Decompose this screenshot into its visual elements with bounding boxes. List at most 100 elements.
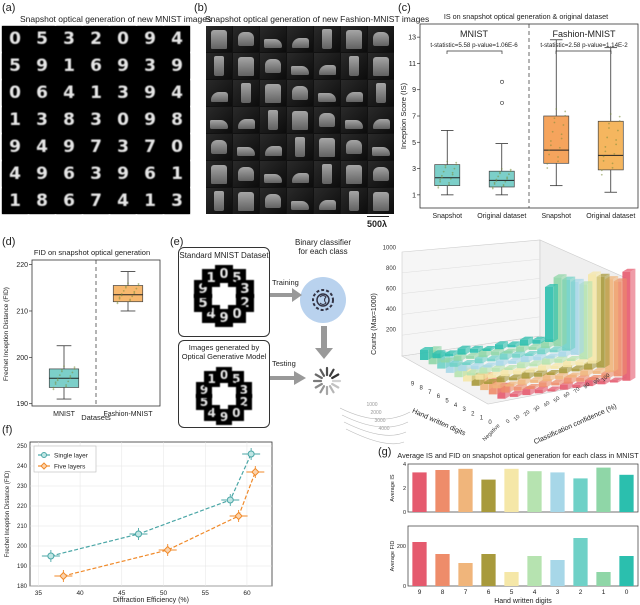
- mnist-digit-tile: 9: [137, 26, 163, 52]
- mnist-digit-tile: 0: [110, 26, 136, 52]
- fashion-item-shape: [373, 32, 389, 46]
- connector-curve: [345, 428, 405, 445]
- fashion-item-tile: [206, 26, 232, 52]
- bar-side: [579, 365, 585, 372]
- bar-side: [457, 359, 463, 367]
- fashion-item-shape: [345, 119, 363, 129]
- data-point: [120, 293, 123, 295]
- bar-top: [488, 371, 501, 375]
- fashion-item-tile: [260, 80, 286, 106]
- bar-top: [528, 343, 542, 347]
- fid-vs-efficiency-chart: 180 190 200 210 220 230 240 250 35 40 45 50 55 60 Diff…: [5, 441, 273, 604]
- bar-side: [495, 355, 501, 362]
- bar-front: [534, 372, 543, 377]
- data-point: [63, 365, 65, 368]
- spinner-segment: [314, 373, 323, 380]
- z-axis-label: Counts (Max=1000): [371, 293, 378, 355]
- bar-front: [546, 373, 555, 375]
- fashion-item-shape: [211, 164, 227, 184]
- mnist-digit-tile: 9: [110, 53, 136, 79]
- data-point: [56, 377, 59, 380]
- grid-line: [401, 316, 541, 336]
- testing-arrow: [270, 371, 306, 385]
- x-tick-label: 40: [76, 590, 84, 597]
- bar-front: [521, 372, 530, 379]
- y-axis-label: Average IS: [390, 474, 396, 501]
- fashion-item-shape: [264, 173, 282, 183]
- fashion-item-tile: [314, 107, 340, 133]
- bar: [504, 468, 519, 512]
- x-tick-label: 4: [533, 589, 537, 596]
- bar-side: [553, 353, 559, 359]
- bar: [619, 474, 634, 512]
- fashion-item-shape: [292, 110, 308, 130]
- bar-front: [567, 375, 576, 378]
- bar-front: [458, 365, 467, 372]
- conf-tick-label: 50: [553, 396, 562, 405]
- bar-front: [555, 375, 564, 380]
- generated-images-box: Images generated by Optical Generative M…: [178, 340, 270, 428]
- mnist-digit-tile: 0: [110, 107, 136, 133]
- fashion-item-tile: [314, 80, 340, 106]
- bar-front: [432, 353, 441, 359]
- mnist-digit-tile: 4: [2, 161, 28, 187]
- bar-top: [470, 345, 483, 349]
- fashion-item-shape: [211, 140, 227, 154]
- x-tick-label: 6: [487, 589, 491, 596]
- x-tick-label: 0: [625, 589, 629, 596]
- bar-front: [534, 389, 543, 394]
- fashion-item-tile: [233, 188, 259, 214]
- mnist-digit-tile: 9: [56, 134, 82, 160]
- mnist-digit-tile: 3: [83, 107, 109, 133]
- box: [597, 120, 624, 171]
- data-point: [555, 108, 558, 110]
- bar-side: [617, 377, 623, 383]
- bar-side: [561, 274, 567, 347]
- bar-front: [491, 351, 500, 356]
- mnist-digit-tile: 1: [2, 107, 28, 133]
- data-marker: [251, 467, 260, 477]
- bar-front: [474, 358, 483, 364]
- fashion-item-tile: [233, 161, 259, 187]
- mnist-digit-tile: 4: [56, 80, 82, 106]
- bar-front: [487, 358, 496, 362]
- fashion-mnist-image-grid: [206, 26, 394, 214]
- conf-tick-label: 70: [573, 386, 582, 395]
- fashion-item-shape: [346, 164, 362, 184]
- bar-side: [587, 281, 593, 360]
- mnist-digit-tile: 4: [164, 80, 190, 106]
- bar-top: [509, 390, 523, 394]
- bar-side: [563, 372, 569, 380]
- data-point: [600, 169, 603, 172]
- conf-tick-label: Negative: [482, 423, 502, 443]
- bar-top: [529, 360, 543, 364]
- mnist-digit-tile: 6: [56, 161, 82, 187]
- mnist-digit-tile: 1: [137, 188, 163, 214]
- bar-front: [547, 389, 556, 392]
- conf-tick-label: 10: [513, 414, 522, 423]
- data-point: [453, 167, 456, 170]
- bar-side: [512, 365, 518, 370]
- box: [112, 285, 144, 303]
- bar-side: [540, 336, 546, 344]
- bar-front: [466, 355, 475, 359]
- bar-top: [508, 357, 522, 361]
- fashion-item-shape: [373, 191, 389, 211]
- bar: [412, 542, 427, 586]
- bar-top: [622, 268, 636, 272]
- data-point: [437, 186, 440, 189]
- fashion-item-shape: [264, 145, 282, 156]
- bar-top: [504, 365, 518, 368]
- bar-top: [547, 386, 561, 390]
- ring-digit-tile: 0: [228, 404, 245, 421]
- mnist-digit-tile: 0: [164, 134, 190, 160]
- data-point: [65, 384, 68, 386]
- y-axis-label: Inception Score (IS): [399, 82, 408, 149]
- data-marker: [226, 496, 234, 504]
- bar-top: [507, 341, 521, 345]
- fashion-item-shape: [291, 37, 309, 48]
- data-point: [615, 139, 618, 141]
- bar: [573, 538, 588, 586]
- panel-label-a: (a): [2, 2, 16, 14]
